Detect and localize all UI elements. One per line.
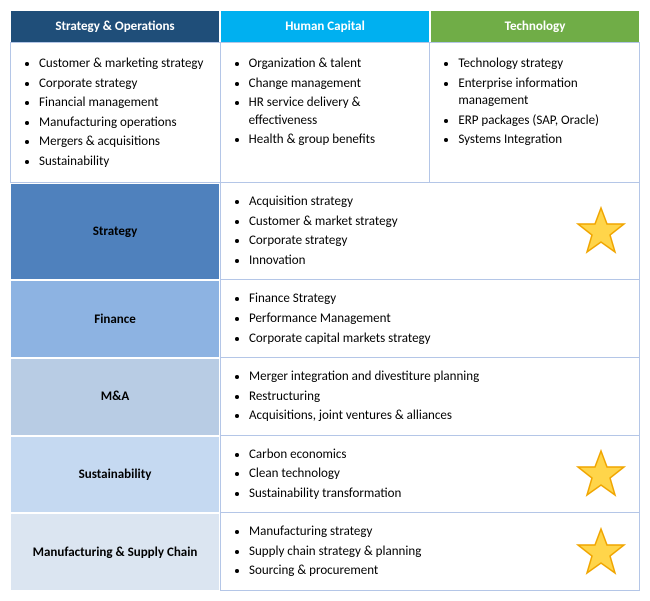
list-item: Customer & marketing strategy — [39, 55, 212, 73]
column-header: Technology — [430, 10, 640, 42]
star-icon — [576, 527, 626, 577]
column-header: Strategy & Operations — [10, 10, 220, 42]
category-content: Manufacturing strategy Supply chain strat… — [220, 513, 640, 591]
list-item: HR service delivery & effectiveness — [249, 94, 422, 129]
list-item: Manufacturing operations — [39, 114, 212, 132]
list-item: Change management — [249, 75, 422, 93]
list-item: ERP packages (SAP, Oracle) — [458, 112, 631, 130]
star-icon — [576, 449, 626, 499]
category-label: Sustainability — [10, 436, 220, 514]
column-header: Human Capital — [220, 10, 430, 42]
list-item: Customer & market strategy — [249, 213, 571, 231]
list-item: Acquisitions, joint ventures & alliances — [249, 407, 571, 425]
list-item: Mergers & acquisitions — [39, 133, 212, 151]
list-item: Acquisition strategy — [249, 193, 571, 211]
category-label: Strategy — [10, 183, 220, 280]
list-item: Corporate strategy — [39, 75, 212, 93]
category-row: SustainabilityCarbon economicsClean tech… — [10, 436, 640, 514]
category-row: Manufacturing & Supply ChainManufacturin… — [10, 513, 640, 591]
list-item: Sustainability — [39, 153, 212, 171]
list-item: Innovation — [249, 252, 571, 270]
star-slot — [571, 206, 631, 256]
category-label: Manufacturing & Supply Chain — [10, 513, 220, 591]
matrix-table: Strategy & OperationsHuman CapitalTechno… — [10, 10, 640, 591]
list-item: Technology strategy — [458, 55, 631, 73]
star-slot — [571, 449, 631, 499]
list-item: Sourcing & procurement — [249, 562, 571, 580]
list-item: Manufacturing strategy — [249, 523, 571, 541]
list-item: Performance Management — [249, 310, 571, 328]
column-list: Customer & marketing strategy Corporate s… — [10, 42, 221, 183]
list-item: Organization & talent — [249, 55, 422, 73]
list-item: Enterprise information management — [458, 75, 631, 110]
list-item: Merger integration and divestiture plann… — [249, 368, 571, 386]
list-item: Corporate capital markets strategy — [249, 330, 571, 348]
category-content: Finance Strategy Performance Management Co… — [220, 280, 640, 358]
category-content: Carbon economicsClean technology Sustaina… — [220, 436, 640, 514]
top-header-row: Strategy & OperationsHuman CapitalTechno… — [10, 10, 640, 42]
category-row: Strategy Acquisition strategy Customer & m… — [10, 183, 640, 280]
list-item: Supply chain strategy & planning — [249, 543, 571, 561]
list-item: Carbon economics — [249, 446, 571, 464]
list-item: Corporate strategy — [249, 232, 571, 250]
column-list: Technology strategy Enterprise informatio… — [430, 42, 640, 183]
category-content: Acquisition strategy Customer & market st… — [220, 183, 640, 280]
list-item: Health & group benefits — [249, 131, 422, 149]
list-item: Finance Strategy — [249, 290, 571, 308]
top-list-row: Customer & marketing strategy Corporate s… — [10, 42, 640, 183]
category-row: Finance Finance Strategy Performance Manag… — [10, 280, 640, 358]
list-item: Clean technology — [249, 465, 571, 483]
list-item: Systems Integration — [458, 131, 631, 149]
category-label: Finance — [10, 280, 220, 358]
list-item: Financial management — [39, 94, 212, 112]
star-slot — [571, 527, 631, 577]
category-label: M&A — [10, 358, 220, 436]
category-row: M&A Merger integration and divestiture pl… — [10, 358, 640, 436]
bottom-section: Strategy Acquisition strategy Customer & m… — [10, 183, 640, 591]
column-list: Organization & talent Change managementHR… — [221, 42, 431, 183]
category-content: Merger integration and divestiture plann… — [220, 358, 640, 436]
list-item: Sustainability transformation — [249, 485, 571, 503]
list-item: Restructuring — [249, 388, 571, 406]
star-icon — [576, 206, 626, 256]
